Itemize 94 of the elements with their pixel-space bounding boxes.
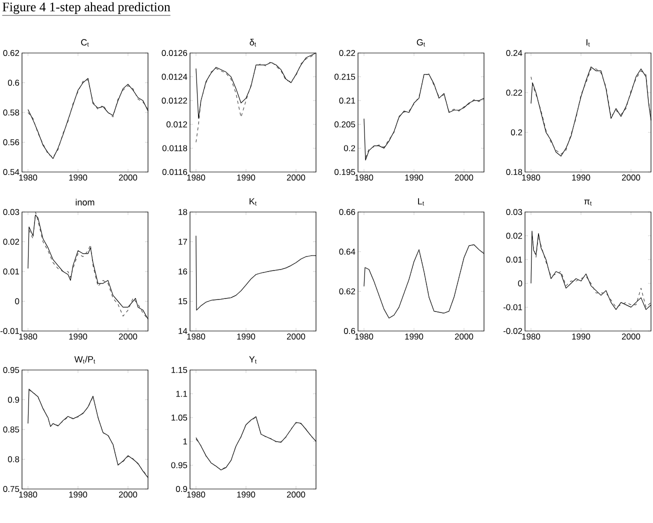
x-tick-label: 2000	[286, 334, 306, 340]
x-tick-label: 2000	[454, 174, 474, 181]
y-tick-label: 0.03	[3, 209, 20, 216]
y-tick-label: 0.6	[8, 80, 20, 86]
y-tick-label: 0.195	[334, 168, 356, 176]
y-tick-label: 0.0116	[162, 168, 188, 176]
x-tick-label: 2000	[286, 174, 306, 181]
x-tick-label: 1980	[355, 334, 374, 340]
y-tick-label: 0.58	[3, 110, 20, 116]
y-tick-label: 0.0126	[162, 50, 188, 56]
x-tick-label: 2000	[286, 492, 306, 498]
y-tick-label: 0.2	[344, 145, 356, 152]
y-tick-label: 15	[178, 298, 188, 304]
y-tick-label: 0.03	[506, 209, 522, 216]
y-tick-label: 0.9	[8, 396, 20, 403]
y-tick-label: 1.1	[176, 390, 188, 397]
y-tick-label: 0.75	[3, 486, 20, 492]
y-tick-label: 0.62	[339, 288, 356, 294]
x-tick-label: 1980	[187, 492, 206, 498]
x-tick-label: 1980	[355, 174, 374, 181]
x-tick-label: 2000	[622, 334, 640, 340]
x-tick-label: 2000	[622, 174, 640, 181]
x-tick-label: 1990	[69, 174, 88, 181]
y-tick-label: -0.01	[0, 328, 20, 334]
y-tick-label: 0	[15, 298, 20, 304]
y-tick-label: 0.012	[166, 121, 188, 128]
y-tick-label: 0.01	[3, 268, 20, 275]
y-tick-label: 0.02	[3, 238, 20, 245]
x-tick-label: 1980	[187, 334, 206, 340]
y-tick-label: 0.6	[344, 328, 356, 334]
x-tick-label: 1980	[187, 174, 206, 181]
chart-title: K$_{t}$	[250, 198, 257, 206]
x-tick-label: 1990	[69, 492, 88, 498]
chart-title: C$_{t}$	[81, 39, 89, 46]
y-tick-label: 17	[178, 238, 188, 245]
x-tick-label: 1990	[237, 334, 256, 340]
x-tick-label: 1990	[69, 334, 88, 340]
chart-title: I$_{t}$	[586, 39, 590, 46]
y-tick-label: 0.66	[339, 209, 356, 216]
x-tick-label: 1990	[237, 492, 256, 498]
y-tick-label: 1.15	[172, 367, 188, 373]
y-tick-label: 0.215	[334, 74, 356, 80]
line-series	[196, 255, 316, 310]
x-tick-label: 2000	[118, 492, 138, 498]
y-tick-label: 0.0124	[162, 74, 188, 80]
y-tick-label: 18	[178, 209, 188, 216]
chart-title: δ$_{t}$	[250, 38, 256, 46]
y-tick-label: 14	[178, 328, 188, 334]
x-tick-label: 2000	[118, 174, 138, 181]
x-tick-label: 1990	[405, 334, 424, 340]
caption: Figure 4 1-step ahead prediction	[2, 2, 170, 14]
y-tick-label: 0	[518, 280, 522, 286]
y-tick-label: 1.05	[172, 414, 188, 421]
y-tick-label: 0.22	[506, 90, 522, 96]
y-tick-label: 0.02	[506, 232, 522, 239]
chart-title: π$_{t}$	[584, 200, 592, 206]
y-tick-label: 0.95	[3, 367, 20, 374]
x-tick-label: 1980	[19, 174, 38, 181]
y-tick-label: 0.01	[506, 256, 522, 263]
x-tick-label: 1990	[572, 174, 590, 181]
x-tick-label: 1980	[522, 334, 540, 340]
y-tick-label: 0.0122	[162, 98, 188, 104]
x-tick-label: 1980	[522, 174, 540, 181]
x-tick-label: 1990	[405, 174, 424, 181]
chart-title: inom	[76, 198, 94, 206]
chart-title: W$_{t}$/P$_{t}$	[74, 356, 96, 364]
y-tick-label: 1	[183, 438, 188, 444]
x-tick-label: 2000	[454, 334, 474, 340]
y-tick-label: 0.2	[510, 129, 522, 136]
y-tick-label: 0.8	[8, 456, 20, 462]
y-tick-label: 0.22	[339, 50, 356, 56]
y-tick-label: 0.62	[3, 50, 20, 56]
y-tick-label: -0.01	[503, 304, 522, 310]
y-tick-label: 0.21	[339, 98, 356, 104]
y-tick-label: 0.64	[339, 248, 356, 255]
y-tick-label: -0.02	[503, 328, 522, 334]
x-tick-label: 1990	[237, 174, 256, 181]
y-tick-label: 0.0118	[162, 145, 188, 152]
x-tick-label: 2000	[118, 334, 138, 340]
y-tick-label: 0.205	[334, 121, 356, 128]
y-tick-label: 0.54	[3, 168, 20, 176]
chart-title: G$_{t}$	[416, 39, 426, 46]
x-tick-label: 1980	[19, 334, 38, 340]
x-tick-label: 1990	[572, 334, 590, 340]
y-tick-label: 0.95	[171, 462, 188, 468]
y-tick-label: 0.56	[3, 139, 20, 146]
y-tick-label: 0.9	[176, 486, 188, 492]
y-tick-label: 0.24	[506, 50, 522, 56]
y-tick-label: 0.18	[506, 168, 522, 176]
y-tick-label: 0.85	[3, 426, 20, 433]
chart-title: Y$_{t}$	[249, 356, 257, 364]
chart-title: L$_{t}$	[418, 198, 424, 206]
y-tick-label: 16	[178, 268, 188, 275]
x-tick-label: 1980	[19, 492, 38, 498]
